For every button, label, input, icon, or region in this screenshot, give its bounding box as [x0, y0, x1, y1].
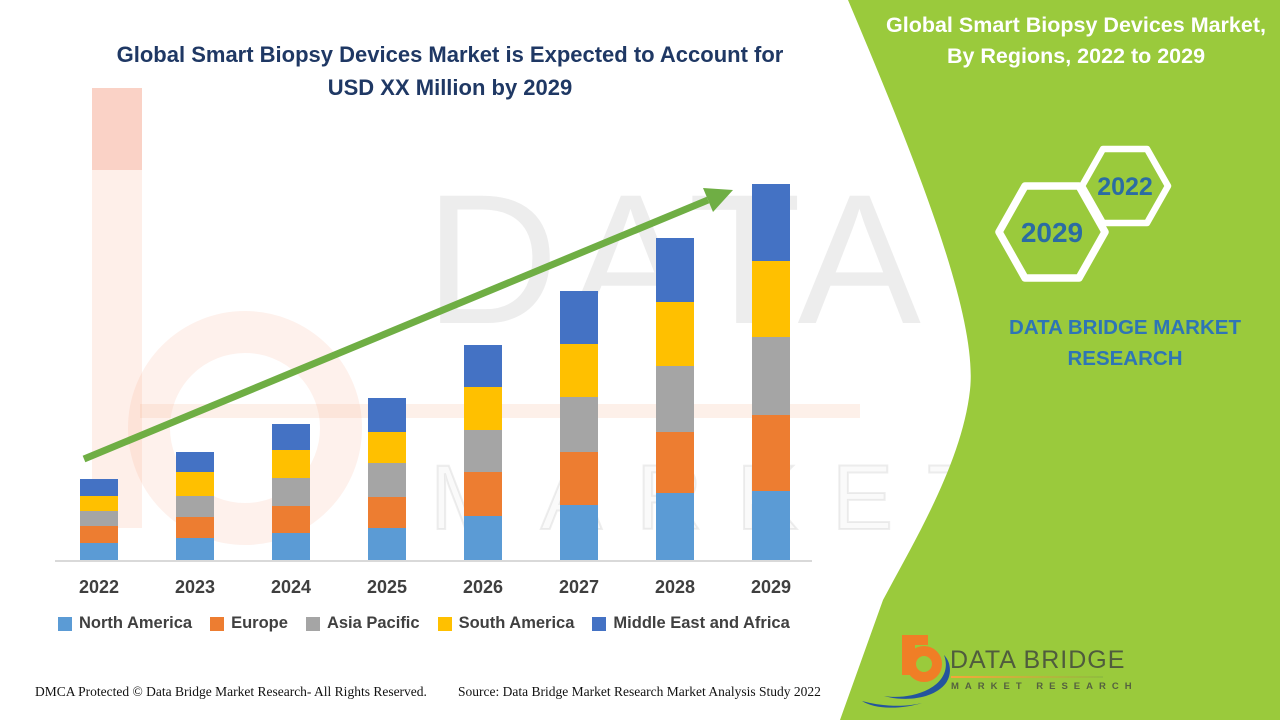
bar-segment-middle-east-and-africa: [80, 479, 118, 496]
x-axis-label-2027: 2027: [558, 577, 600, 597]
stacked-bar-2026: [464, 345, 502, 560]
source-note: Source: Data Bridge Market Research Mark…: [458, 684, 821, 699]
x-axis-label-2023: 2023: [174, 577, 216, 597]
bar-segment-north-america: [368, 528, 406, 560]
bar-segment-europe: [272, 506, 310, 533]
bar-segment-middle-east-and-africa: [272, 424, 310, 450]
banner-brand-line2: RESEARCH: [1067, 347, 1183, 370]
banner-brand-line1: DATA BRIDGE MARKET: [1009, 316, 1241, 339]
stacked-bar-2028: [656, 238, 694, 560]
stacked-bar-2024: [272, 424, 310, 560]
chart-title-line2: USD XX Million by 2029: [327, 75, 573, 100]
bar-segment-asia-pacific: [560, 397, 598, 452]
bar-segment-asia-pacific: [272, 478, 310, 506]
legend-item-north-america: North America: [58, 614, 192, 633]
banner-title-line1: Global Smart Biopsy Devices Market,: [886, 13, 1266, 37]
legend-swatch-icon: [305, 616, 320, 631]
banner-brand-name: DATA BRIDGE MARKET RESEARCH: [960, 312, 1280, 374]
bar-segment-middle-east-and-africa: [464, 345, 502, 387]
bar-segment-north-america: [752, 491, 790, 560]
bar-segment-south-america: [656, 302, 694, 366]
bar-segment-south-america: [272, 450, 310, 478]
bar-segment-asia-pacific: [464, 430, 502, 472]
hexagon-year-2029: 2029: [1020, 217, 1084, 248]
x-axis-line: [55, 560, 812, 562]
bar-segment-asia-pacific: [176, 496, 214, 517]
bar-segment-south-america: [752, 261, 790, 337]
bar-segment-europe: [752, 415, 790, 491]
legend-swatch-icon: [58, 616, 72, 631]
bar-segment-asia-pacific: [80, 511, 118, 526]
x-axis-label-2024: 2024: [270, 577, 312, 597]
hexagon-2029: [995, 182, 1109, 282]
logo-subtitle: MARKET RESEARCH: [951, 681, 1138, 692]
stacked-bar-2023: [176, 452, 214, 560]
legend-swatch-icon: [437, 616, 452, 631]
x-axis-label-2028: 2028: [654, 577, 696, 597]
bar-segment-south-america: [80, 496, 118, 511]
bar-segment-south-america: [176, 472, 214, 496]
stacked-bar-2027: [560, 291, 598, 560]
bar-segment-north-america: [80, 543, 118, 560]
dmca-notice: DMCA Protected © Data Bridge Market Rese…: [35, 684, 427, 699]
bar-segment-asia-pacific: [368, 463, 406, 497]
bar-segment-europe: [464, 472, 502, 516]
x-axis-label-2026: 2026: [462, 577, 504, 597]
hexagon-2022: [1078, 145, 1172, 227]
bar-segment-north-america: [272, 533, 310, 560]
bar-segment-europe: [656, 432, 694, 493]
stacked-bar-2022: [80, 479, 118, 560]
bar-segment-north-america: [656, 493, 694, 560]
bar-segment-middle-east-and-africa: [176, 452, 214, 472]
bar-segment-asia-pacific: [752, 337, 790, 415]
banner-title: Global Smart Biopsy Devices Market, By R…: [885, 10, 1267, 72]
bar-segment-europe: [80, 526, 118, 543]
legend-swatch-icon: [592, 616, 607, 631]
stacked-bar-2025: [368, 398, 406, 560]
logo-name: DATA BRIDGE: [950, 646, 1126, 674]
bar-segment-north-america: [464, 516, 502, 560]
bar-segment-south-america: [464, 387, 502, 430]
bar-segment-north-america: [560, 505, 598, 560]
chart-title-line1: Global Smart Biopsy Devices Market is Ex…: [116, 42, 784, 67]
banner-title-line2: By Regions, 2022 to 2029: [946, 44, 1206, 68]
legend-item-south-america: South America: [437, 614, 575, 633]
legend-item-middle-east-and-africa: Middle East and Africa: [592, 614, 790, 633]
x-axis-label-2029: 2029: [750, 577, 792, 597]
legend-item-europe: Europe: [210, 614, 288, 633]
logo-underline: [951, 676, 1103, 678]
legend-label: North America: [79, 614, 193, 632]
bar-segment-europe: [560, 452, 598, 505]
bar-segment-middle-east-and-africa: [656, 238, 694, 302]
legend-label: Middle East and Africa: [613, 614, 790, 632]
legend-label: Asia Pacific: [326, 614, 420, 632]
bar-segment-south-america: [368, 432, 406, 463]
bar-segment-europe: [368, 497, 406, 528]
bar-segment-asia-pacific: [656, 366, 694, 432]
x-axis-label-2025: 2025: [366, 577, 408, 597]
legend-item-asia-pacific: Asia Pacific: [305, 614, 420, 633]
hexagon-year-2022: 2022: [1097, 173, 1153, 201]
bar-segment-middle-east-and-africa: [368, 398, 406, 432]
legend-label: Europe: [231, 614, 288, 632]
bar-segment-south-america: [560, 344, 598, 397]
legend-label: South America: [458, 614, 575, 632]
legend-swatch-icon: [210, 616, 225, 631]
chart-title: Global Smart Biopsy Devices Market is Ex…: [40, 38, 860, 104]
stacked-bar-2029: [752, 184, 790, 560]
bar-segment-europe: [176, 517, 214, 538]
chart-legend: North America Europe Asia Pacific South Ame…: [58, 614, 790, 633]
bar-segment-middle-east-and-africa: [560, 291, 598, 344]
x-axis-label-2022: 2022: [78, 577, 120, 597]
bar-segment-middle-east-and-africa: [752, 184, 790, 261]
bar-segment-north-america: [176, 538, 214, 560]
